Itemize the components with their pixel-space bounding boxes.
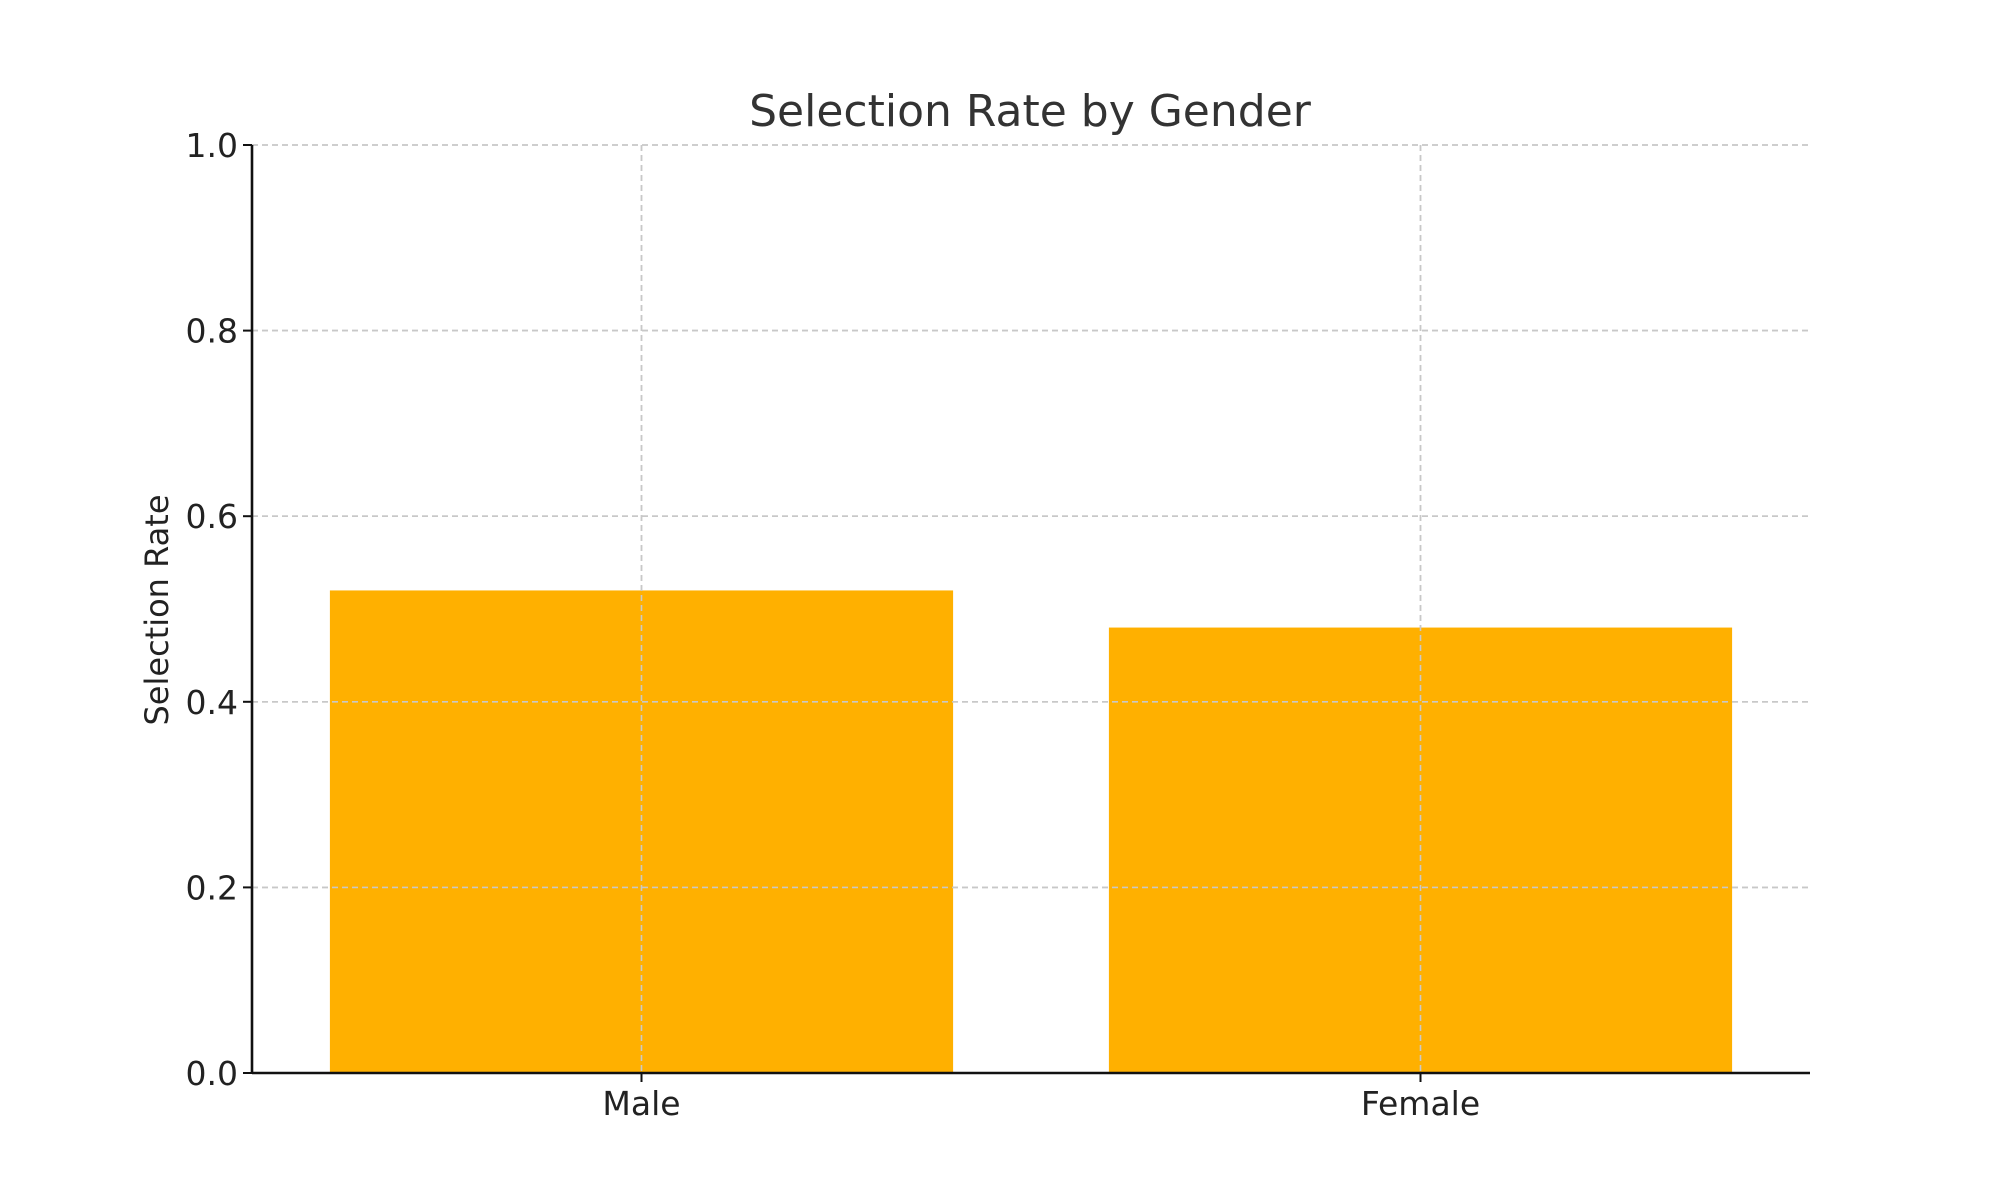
axes (243, 144, 1810, 1082)
y-tick-label: 0.4 (186, 683, 238, 722)
chart-title: Selection Rate by Gender (749, 86, 1312, 137)
y-tick-label: 0.0 (186, 1054, 238, 1093)
y-axis-label: Selection Rate (138, 494, 176, 725)
x-tick-label: Female (1361, 1084, 1480, 1123)
y-tick-label: 1.0 (186, 126, 238, 165)
bars (252, 144, 1810, 1073)
y-tick-label: 0.6 (186, 497, 238, 536)
x-tick-label: Male (602, 1084, 680, 1123)
y-tick-label: 0.2 (186, 868, 238, 907)
tick-labels: 0.0 0.2 0.4 0.6 0.8 1.0 Male Female (186, 126, 1481, 1123)
y-tick-label: 0.8 (186, 312, 238, 351)
